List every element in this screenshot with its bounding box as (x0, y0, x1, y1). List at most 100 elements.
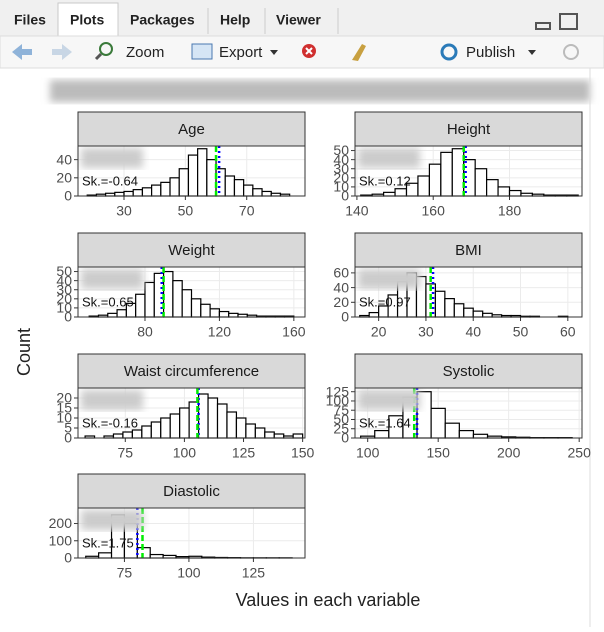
x-tick-label: 120 (208, 324, 232, 340)
bar (108, 313, 117, 317)
bar (123, 432, 132, 438)
bar (182, 290, 191, 317)
bar (464, 308, 473, 317)
y-tick-label: 200 (49, 515, 73, 531)
bar (124, 191, 133, 196)
x-tick-label: 180 (498, 203, 522, 219)
bar (152, 185, 161, 196)
tab[interactable]: Plots (70, 12, 104, 28)
bar (236, 418, 245, 438)
bar (142, 426, 151, 438)
x-tick-label: 20 (371, 324, 387, 340)
bar (218, 404, 227, 438)
annotation: Sk.=-0.64 (82, 173, 138, 188)
x-axis-title: Values in each variable (236, 590, 421, 610)
blurred-label (81, 148, 143, 168)
bar (154, 273, 163, 317)
y-tick-label: 40 (333, 279, 349, 295)
facet-title: Systolic (443, 363, 495, 380)
x-tick-label: 100 (177, 565, 201, 581)
x-tick-label: 75 (117, 565, 133, 581)
bar (173, 281, 182, 317)
bar (227, 412, 236, 438)
x-tick-label: 30 (116, 203, 132, 219)
bar (253, 189, 262, 196)
bar (262, 191, 271, 196)
y-axis-title: Count (14, 328, 34, 376)
bar (375, 431, 389, 438)
y-tick-label: 100 (49, 532, 73, 548)
bar (161, 182, 170, 196)
tab[interactable]: Viewer (276, 12, 321, 28)
bar (216, 169, 225, 196)
bar (198, 149, 207, 196)
facet-title: BMI (455, 242, 482, 259)
bar (142, 188, 151, 196)
bar (145, 282, 154, 317)
bar (473, 434, 487, 438)
bar (265, 432, 274, 438)
zoom-button[interactable]: Zoom (126, 44, 164, 61)
y-tick-label: 20 (56, 390, 72, 406)
x-tick-label: 75 (118, 445, 134, 461)
bar (208, 398, 217, 438)
x-tick-label: 50 (178, 203, 194, 219)
bar (113, 434, 122, 438)
bar (246, 424, 255, 438)
bar (151, 422, 160, 438)
x-tick-label: 160 (422, 203, 446, 219)
bar (137, 548, 150, 558)
bar (274, 434, 283, 438)
blurred-label (81, 510, 143, 530)
bar (229, 313, 238, 317)
annotation: Sk.=1.64 (359, 415, 411, 430)
y-tick-label: 125 (326, 383, 350, 399)
bar (115, 192, 124, 196)
y-tick-label: 20 (56, 170, 72, 186)
facet-title: Height (447, 121, 491, 138)
blurred-label (358, 148, 420, 168)
bar (201, 304, 210, 317)
export-icon[interactable] (192, 44, 212, 59)
bar (234, 180, 243, 196)
bar (435, 291, 444, 317)
tab[interactable]: Packages (130, 12, 195, 28)
bar (207, 160, 216, 196)
publish-button[interactable]: Publish (466, 44, 515, 61)
bar (170, 178, 179, 196)
bar (452, 149, 463, 196)
bar (441, 152, 452, 196)
tab[interactable]: Help (220, 12, 250, 28)
bar (384, 192, 395, 196)
bar (475, 169, 486, 196)
bar (454, 304, 463, 317)
y-tick-label: 50 (56, 263, 72, 279)
annotation: Sk.=1.75 (82, 535, 134, 550)
bar (170, 414, 179, 438)
annotation: Sk.=0.65 (82, 294, 134, 309)
facet-title: Diastolic (163, 483, 220, 500)
bar (510, 191, 521, 196)
export-button[interactable]: Export (219, 44, 263, 61)
bar (487, 180, 498, 196)
x-tick-label: 150 (427, 445, 451, 461)
x-tick-label: 80 (137, 324, 153, 340)
bar (188, 155, 197, 196)
x-tick-label: 160 (282, 324, 306, 340)
blurred-label (81, 269, 143, 289)
annotation: Sk.=-0.16 (82, 415, 138, 430)
tab[interactable]: Files (14, 12, 46, 28)
annotation: Sk.=0.97 (359, 294, 411, 309)
bar (369, 313, 378, 317)
bar (164, 272, 173, 317)
x-tick-label: 250 (568, 445, 592, 461)
bar (132, 430, 141, 438)
bar (199, 394, 208, 438)
x-tick-label: 200 (497, 445, 521, 461)
bar (293, 434, 302, 438)
bar (418, 176, 429, 196)
bar (136, 294, 145, 317)
y-tick-label: 40 (56, 151, 72, 167)
bar (179, 169, 188, 196)
